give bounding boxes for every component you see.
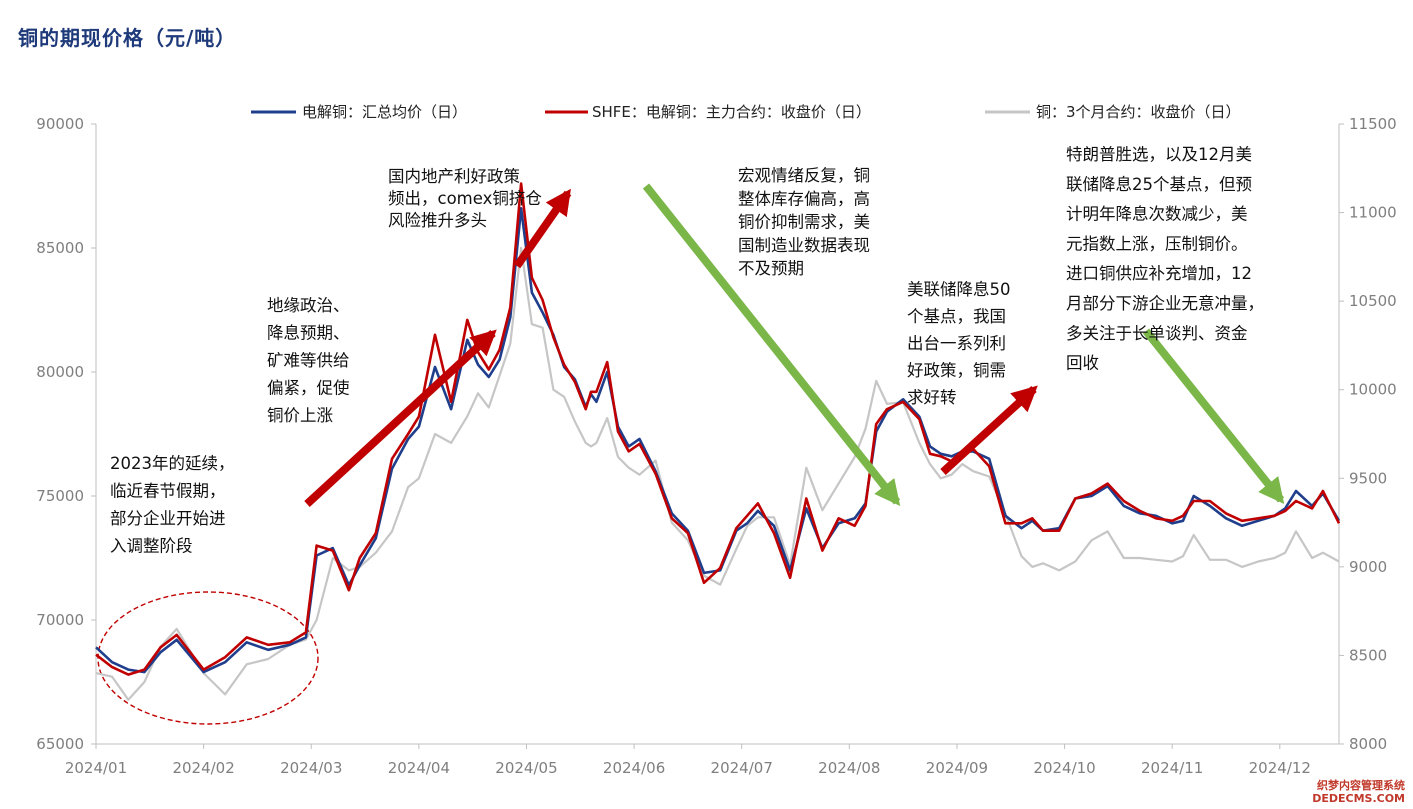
watermark: 织梦内容管理系统 DEDECMS.COM	[1312, 779, 1405, 805]
x-tick-label: 2024/01	[65, 759, 127, 777]
annotation-line: 整体库存偏高，高	[738, 189, 870, 208]
highlight-ellipse	[97, 591, 319, 725]
annotations: 2023年的延续， 临近春节假期， 部分企业开始进入调整阶段 地缘政治、降息预期、矿难…	[110, 145, 1264, 556]
legend-label-lme: 铜：3个月合约：收盘价（日）	[1036, 103, 1241, 121]
annotation-line: 风险推升多头	[388, 211, 487, 230]
annotation-line: 求好转	[907, 388, 957, 407]
right-tick-label: 10000	[1349, 381, 1397, 399]
left-tick-label: 90000	[36, 115, 84, 133]
x-tick-label: 2024/12	[1249, 759, 1311, 777]
series-line-lme-3m	[95, 246, 1340, 701]
left-tick-label: 80000	[36, 363, 84, 381]
legend-label-avg: 电解铜：汇总均价（日）	[302, 103, 467, 121]
left-tick-label: 70000	[36, 611, 84, 629]
legend: 电解铜：汇总均价（日） SHFE：电解铜：主力合约：收盘价（日） 铜：3个月合约…	[251, 103, 1241, 121]
annotation-line: 铜价抑制需求，美	[738, 213, 870, 232]
up-arrow-3	[940, 385, 1038, 475]
x-tick-label: 2024/11	[1141, 759, 1203, 777]
annotation-line: 元指数上涨，压制铜价。	[1066, 234, 1248, 253]
x-tick-label: 2024/09	[926, 759, 988, 777]
annotation-line: 国制造业数据表现	[738, 236, 870, 255]
watermark-line1: 织梦内容管理系统	[1317, 779, 1405, 792]
up-arrow-2	[513, 188, 572, 269]
right-y-ticks: 8000 8500 9000 9500 10000 10500 11000 11500	[1339, 115, 1397, 753]
annotation-line: 降息预期、	[267, 324, 350, 343]
down-arrow-1	[642, 183, 901, 507]
annotation-line: 出台一系列利	[907, 334, 1006, 353]
right-tick-label: 9500	[1349, 469, 1387, 487]
left-tick-label: 65000	[36, 735, 84, 753]
series-group	[95, 182, 1341, 701]
annotation-line: 入调整阶段	[110, 537, 193, 556]
x-tick-label: 2024/05	[495, 759, 557, 777]
annotation-line: 宏观情绪反复，铜	[738, 166, 870, 185]
annotation-4: 宏观情绪反复，铜整体库存偏高，高铜价抑制需求，美国制造业数据表现不及预期	[738, 166, 870, 278]
annotation-line: 矿难等供给	[267, 351, 350, 370]
x-tick-label: 2024/07	[711, 759, 773, 777]
x-tick-label: 2024/08	[818, 759, 880, 777]
annotation-3: 国内地产利好政策频出，comex铜挤仓风险推升多头	[388, 167, 542, 230]
annotation-line: 2023年的延续，	[110, 454, 235, 473]
right-tick-label: 10500	[1349, 292, 1397, 310]
annotation-line: 个基点，我国	[907, 307, 1006, 326]
left-y-ticks: 65000 70000 75000 80000 85000 90000	[36, 115, 96, 753]
annotation-line: 好政策，铜需	[907, 361, 1006, 380]
right-tick-label: 9000	[1349, 558, 1387, 576]
annotation-line: 月部分下游企业无意冲量，	[1066, 294, 1264, 313]
annotation-line: 美联储降息50	[907, 280, 1011, 299]
annotation-6: 特朗普胜选，以及12月美联储降息25个基点，但预计明年降息次数减少，美元指数上涨…	[1066, 145, 1264, 373]
annotation-line: 联储降息25个基点，但预	[1066, 175, 1252, 194]
left-tick-label: 75000	[36, 487, 84, 505]
annotation-line: 特朗普胜选，以及12月美	[1066, 145, 1252, 164]
x-tick-label: 2024/06	[603, 759, 665, 777]
annotation-1: 2023年的延续， 临近春节假期， 部分企业开始进入调整阶段	[110, 454, 235, 556]
axes	[95, 124, 1340, 745]
x-tick-label: 2024/02	[172, 759, 234, 777]
left-tick-label: 85000	[36, 239, 84, 257]
annotation-line: 国内地产利好政策	[388, 167, 520, 186]
right-tick-label: 8500	[1349, 646, 1387, 664]
trend-arrows	[304, 183, 1285, 507]
annotation-line: 频出，comex铜挤仓	[388, 189, 542, 208]
legend-label-shfe: SHFE：电解铜：主力合约：收盘价（日）	[592, 103, 871, 121]
x-tick-label: 2024/04	[388, 759, 450, 777]
annotation-line: 进口铜供应补充增加，12	[1066, 264, 1252, 283]
series-line-shfe	[95, 182, 1341, 676]
down-arrow-2	[1142, 328, 1285, 505]
right-tick-label: 11000	[1349, 204, 1397, 222]
annotation-line: 不及预期	[738, 259, 804, 278]
annotation-line: 偏紧，促使	[267, 379, 350, 398]
annotation-5: 美联储降息50 个基点，我国出台一系列利好政策，铜需求好转	[907, 280, 1011, 407]
annotation-2: 地缘政治、降息预期、矿难等供给偏紧，促使铜价上涨	[267, 296, 350, 425]
chart-title: 铜的期现价格（元/吨）	[18, 26, 237, 50]
annotation-line: 回收	[1066, 354, 1099, 373]
annotation-line: 铜价上涨	[267, 406, 333, 425]
annotation-line: 计明年降息次数减少，美	[1066, 205, 1248, 224]
annotation-line: 地缘政治、	[267, 296, 350, 315]
annotation-line: 多关注于长单谈判、资金	[1066, 324, 1248, 343]
annotation-line: 临近春节假期，	[110, 482, 226, 501]
x-tick-label: 2024/10	[1033, 759, 1095, 777]
annotation-line: 部分企业开始进	[110, 509, 226, 528]
x-tick-label: 2024/03	[280, 759, 342, 777]
right-tick-label: 11500	[1349, 115, 1397, 133]
right-tick-label: 8000	[1349, 735, 1387, 753]
up-arrow-1	[304, 329, 497, 507]
x-ticks: 2024/01 2024/02 2024/03 2024/04 2024/05 2024/…	[65, 744, 1311, 777]
watermark-line2: DEDECMS.COM	[1312, 792, 1405, 805]
